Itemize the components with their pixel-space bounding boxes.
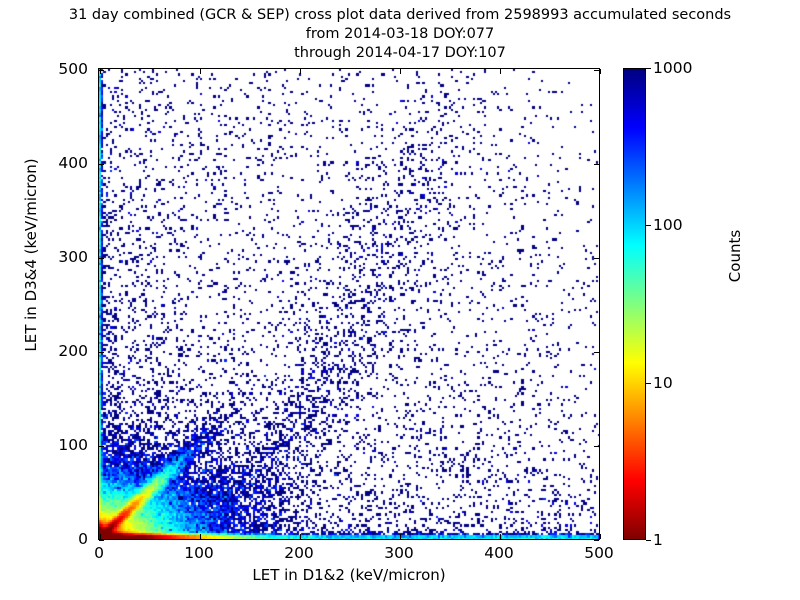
x-tick-bottom-100 bbox=[200, 534, 201, 539]
x-tick-top-300 bbox=[400, 69, 401, 74]
y-tick-left-0 bbox=[99, 540, 104, 541]
y-tick-right-200 bbox=[594, 352, 599, 353]
x-tick-label-100: 100 bbox=[184, 544, 214, 562]
x-tick-bottom-0 bbox=[100, 534, 101, 539]
x-tick-bottom-500 bbox=[600, 534, 601, 539]
colorbar-gradient bbox=[624, 69, 645, 539]
colorbar-title: Counts bbox=[726, 229, 744, 283]
x-tick-bottom-200 bbox=[300, 534, 301, 539]
y-tick-label-0: 0 bbox=[78, 530, 88, 548]
colorbar-tick-label-1: 1 bbox=[653, 531, 663, 549]
x-tick-label-500: 500 bbox=[584, 544, 614, 562]
colorbar-tick-label-1000: 1000 bbox=[653, 59, 693, 77]
y-tick-left-400 bbox=[99, 164, 104, 165]
y-tick-label-400: 400 bbox=[58, 154, 88, 172]
y-tick-label-200: 200 bbox=[58, 342, 88, 360]
colorbar-tick-100 bbox=[646, 225, 651, 227]
x-tick-top-400 bbox=[500, 69, 501, 74]
x-tick-top-500 bbox=[600, 69, 601, 74]
colorbar-tick-1 bbox=[646, 540, 651, 541]
y-tick-left-500 bbox=[99, 70, 104, 71]
page-title: 31 day combined (GCR & SEP) cross plot d… bbox=[0, 6, 800, 63]
y-tick-right-0 bbox=[594, 540, 599, 541]
x-tick-top-100 bbox=[200, 69, 201, 74]
x-tick-label-200: 200 bbox=[284, 544, 314, 562]
x-tick-label-300: 300 bbox=[384, 544, 414, 562]
x-tick-label-400: 400 bbox=[484, 544, 514, 562]
title-line-3: through 2014-04-17 DOY:107 bbox=[294, 45, 506, 61]
y-tick-label-500: 500 bbox=[58, 60, 88, 78]
x-tick-label-0: 0 bbox=[94, 544, 104, 562]
x-tick-top-200 bbox=[300, 69, 301, 74]
colorbar-tick-10 bbox=[646, 382, 651, 384]
colorbar-tick-label-10: 10 bbox=[653, 373, 673, 392]
y-tick-left-300 bbox=[99, 258, 104, 259]
y-tick-right-400 bbox=[594, 164, 599, 165]
y-tick-right-300 bbox=[594, 258, 599, 259]
colorbar-tick-1000 bbox=[646, 68, 651, 69]
colorbar-tick-label-100: 100 bbox=[653, 216, 683, 235]
x-tick-top-0 bbox=[100, 69, 101, 74]
y-tick-right-100 bbox=[594, 446, 599, 447]
x-axis-title: LET in D1&2 (keV/micron) bbox=[252, 566, 446, 584]
y-tick-right-500 bbox=[594, 70, 599, 71]
y-tick-label-300: 300 bbox=[58, 248, 88, 266]
y-tick-left-200 bbox=[99, 352, 104, 353]
colorbar bbox=[623, 68, 646, 540]
y-tick-label-100: 100 bbox=[58, 436, 88, 454]
x-tick-bottom-400 bbox=[500, 534, 501, 539]
x-tick-bottom-300 bbox=[400, 534, 401, 539]
title-line-2: from 2014-03-18 DOY:077 bbox=[305, 26, 495, 42]
scatter-density-canvas bbox=[99, 69, 599, 539]
y-tick-left-100 bbox=[99, 446, 104, 447]
plot-area bbox=[98, 68, 601, 541]
title-line-1: 31 day combined (GCR & SEP) cross plot d… bbox=[68, 7, 732, 23]
